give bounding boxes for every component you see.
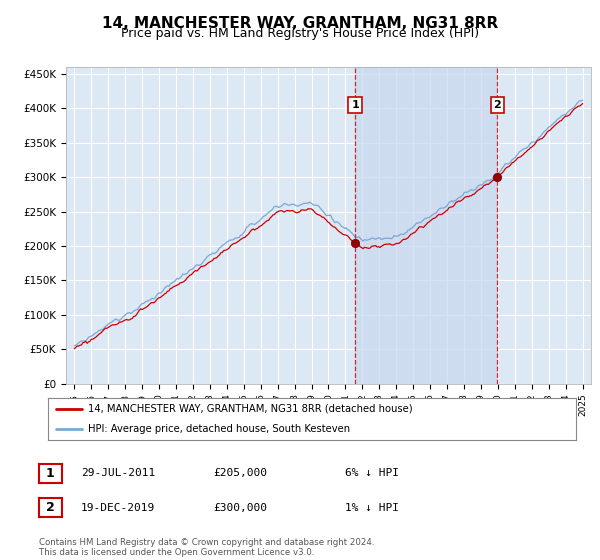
Text: 1% ↓ HPI: 1% ↓ HPI bbox=[345, 503, 399, 513]
Text: £205,000: £205,000 bbox=[213, 468, 267, 478]
Text: HPI: Average price, detached house, South Kesteven: HPI: Average price, detached house, Sout… bbox=[88, 424, 350, 434]
Text: Price paid vs. HM Land Registry's House Price Index (HPI): Price paid vs. HM Land Registry's House … bbox=[121, 27, 479, 40]
Text: 1: 1 bbox=[46, 466, 55, 480]
Text: £300,000: £300,000 bbox=[213, 503, 267, 513]
Text: 29-JUL-2011: 29-JUL-2011 bbox=[81, 468, 155, 478]
Text: 19-DEC-2019: 19-DEC-2019 bbox=[81, 503, 155, 513]
Text: 14, MANCHESTER WAY, GRANTHAM, NG31 8RR (detached house): 14, MANCHESTER WAY, GRANTHAM, NG31 8RR (… bbox=[88, 404, 412, 414]
Text: 14, MANCHESTER WAY, GRANTHAM, NG31 8RR: 14, MANCHESTER WAY, GRANTHAM, NG31 8RR bbox=[102, 16, 498, 31]
Text: 2: 2 bbox=[493, 100, 501, 110]
Bar bbox=[355, 67, 497, 384]
Text: Contains HM Land Registry data © Crown copyright and database right 2024.
This d: Contains HM Land Registry data © Crown c… bbox=[39, 538, 374, 557]
Text: 1: 1 bbox=[351, 100, 359, 110]
Text: 2: 2 bbox=[46, 501, 55, 515]
Text: 6% ↓ HPI: 6% ↓ HPI bbox=[345, 468, 399, 478]
